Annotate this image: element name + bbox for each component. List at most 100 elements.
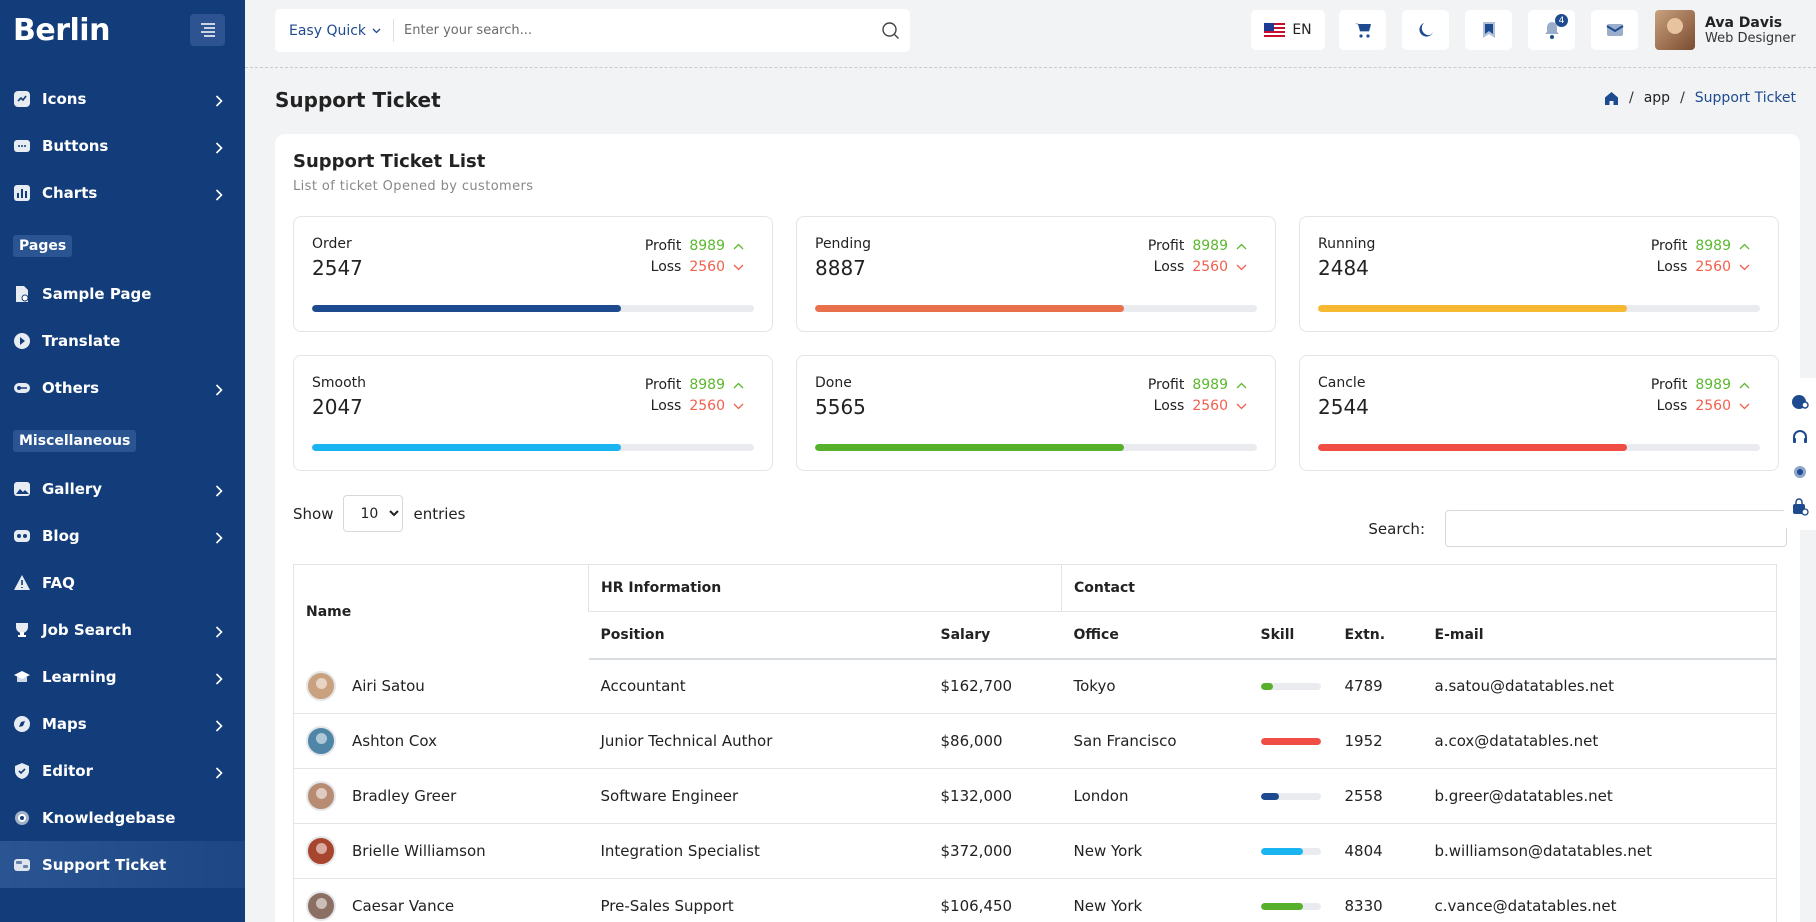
- global-search: Easy Quick: [275, 9, 910, 52]
- stat-profit-loss: Profit 8989 Loss 2560: [1651, 375, 1750, 417]
- dark-mode-toggle[interactable]: [1402, 10, 1449, 50]
- app-logo[interactable]: Berlin: [13, 12, 110, 48]
- headphones-icon[interactable]: [1791, 428, 1809, 446]
- column-header-position[interactable]: Position: [588, 611, 929, 660]
- blog-icon: [13, 527, 31, 545]
- sidebar-item-buttons[interactable]: Buttons: [0, 122, 245, 169]
- table-row[interactable]: Airi Satou Accountant $162,700 Tokyo 4789 a.s…: [293, 658, 1777, 714]
- search-button[interactable]: [870, 21, 910, 40]
- chevron-right-icon: [215, 530, 223, 548]
- table-row[interactable]: Caesar Vance Pre-Sales Support $106,450 New…: [293, 878, 1777, 922]
- language-button[interactable]: EN: [1251, 10, 1325, 50]
- cell-email: b.greer@datatables.net: [1422, 768, 1777, 824]
- sidebar-item-charts[interactable]: Charts: [0, 169, 245, 216]
- loss-label: Loss: [650, 259, 682, 275]
- globe-settings-icon[interactable]: [1791, 393, 1809, 411]
- cell-extn: 4789: [1332, 658, 1423, 714]
- sidebar-item-support-ticket[interactable]: Support Ticket: [0, 841, 245, 888]
- stat-card-order: Order 2547 Profit 8989 Loss 2560: [293, 216, 773, 332]
- table-row[interactable]: Ashton Cox Junior Technical Author $86,000…: [293, 713, 1777, 769]
- sidebar-item-label: Icons: [42, 89, 87, 108]
- menu-toggle-button[interactable]: [190, 14, 225, 46]
- icons-icon: [13, 90, 31, 108]
- sidebar-item-sample-page[interactable]: Sample Page: [0, 270, 245, 317]
- stat-value: 2544: [1318, 395, 1369, 419]
- cell-name: Caesar Vance: [293, 878, 589, 922]
- arrow-up-icon: [1236, 243, 1247, 250]
- skill-fill: [1260, 792, 1279, 800]
- bookmark-button[interactable]: [1465, 10, 1512, 50]
- sidebar-item-label: Support Ticket: [42, 855, 167, 874]
- home-icon[interactable]: [1604, 91, 1619, 106]
- sidebar-item-blog[interactable]: Blog: [0, 512, 245, 559]
- sidebar-item-gallery[interactable]: Gallery: [0, 465, 245, 512]
- shopping-bag-icon[interactable]: [1791, 497, 1809, 516]
- cell-salary: $106,450: [928, 878, 1062, 922]
- sidebar-item-others[interactable]: Others: [0, 364, 245, 411]
- cell-skill: [1248, 823, 1333, 879]
- entries-select[interactable]: 10: [343, 495, 404, 532]
- arrow-up-icon: [1236, 382, 1247, 389]
- sidebar-item-knowledgebase[interactable]: Knowledgebase: [0, 794, 245, 841]
- sidebar-section-pages: Pages: [0, 216, 245, 276]
- cell-position: Pre-Sales Support: [588, 878, 929, 922]
- avatar: [306, 781, 336, 811]
- gear-icon[interactable]: [1791, 463, 1809, 481]
- stat-label: Order: [312, 236, 352, 252]
- arrow-down-icon: [1236, 403, 1247, 410]
- sidebar-item-icons[interactable]: Icons: [0, 75, 245, 122]
- table-row[interactable]: Bradley Greer Software Engineer $132,000 Lo…: [293, 768, 1777, 824]
- profit-label: Profit: [644, 377, 682, 393]
- cell-extn: 8330: [1332, 878, 1423, 922]
- column-header-salary[interactable]: Salary: [928, 611, 1062, 660]
- column-header-name[interactable]: Name: [306, 603, 352, 620]
- chevron-right-icon: [215, 140, 223, 158]
- chevron-right-icon: [215, 483, 223, 501]
- breadcrumb-app[interactable]: app: [1643, 90, 1671, 106]
- breadcrumb-current: Support Ticket: [1694, 90, 1796, 106]
- loss-value: 2560: [1192, 398, 1228, 414]
- loss-label: Loss: [650, 398, 682, 414]
- table-search-input[interactable]: [1445, 510, 1787, 547]
- cell-email: a.satou@datatables.net: [1422, 658, 1777, 714]
- breadcrumb-separator: /: [1680, 90, 1685, 106]
- column-header-extn[interactable]: Extn.: [1332, 611, 1423, 660]
- cell-skill: [1248, 878, 1333, 922]
- sidebar-item-learning[interactable]: Learning: [0, 653, 245, 700]
- sidebar-item-faq[interactable]: FAQ: [0, 559, 245, 606]
- cell-email: c.vance@datatables.net: [1422, 878, 1777, 922]
- sidebar-item-editor[interactable]: Editor: [0, 747, 245, 794]
- section-label: Miscellaneous: [13, 430, 137, 452]
- notifications-button[interactable]: 4: [1528, 10, 1575, 50]
- employee-name: Ashton Cox: [352, 732, 437, 750]
- column-header-email[interactable]: E-mail: [1422, 611, 1777, 660]
- sidebar-item-translate[interactable]: Translate: [0, 317, 245, 364]
- profit-value: 8989: [1192, 238, 1228, 254]
- search-input[interactable]: [394, 23, 870, 38]
- moon-icon: [1418, 23, 1433, 37]
- chevron-right-icon: [215, 765, 223, 783]
- stat-label: Pending: [815, 236, 871, 252]
- column-header-skill[interactable]: Skill: [1248, 611, 1333, 660]
- section-label: Pages: [13, 235, 73, 257]
- bookmark-icon: [1482, 22, 1495, 38]
- gear-icon: [13, 809, 31, 827]
- language-label: EN: [1292, 22, 1312, 38]
- column-header-office[interactable]: Office: [1061, 611, 1249, 660]
- messages-button[interactable]: [1591, 10, 1638, 50]
- card-title: Support Ticket List: [293, 151, 486, 172]
- sidebar-item-maps[interactable]: Maps: [0, 700, 245, 747]
- sidebar-section-misc: Miscellaneous: [0, 411, 245, 471]
- search-type-dropdown[interactable]: Easy Quick: [275, 19, 395, 42]
- avatar: [1655, 10, 1695, 50]
- cart-button[interactable]: [1339, 10, 1386, 50]
- user-profile[interactable]: Ava Davis Web Designer: [1655, 10, 1796, 50]
- table-row[interactable]: Brielle Williamson Integration Specialist…: [293, 823, 1777, 879]
- stat-progress-bar: [1318, 305, 1760, 312]
- chevron-down-icon: [372, 28, 381, 33]
- skill-bar: [1260, 792, 1321, 800]
- loss-label: Loss: [1656, 259, 1688, 275]
- cart-icon: [1354, 23, 1371, 38]
- sidebar-item-job-search[interactable]: Job Search: [0, 606, 245, 653]
- group-header-hr: HR Information: [588, 564, 1062, 612]
